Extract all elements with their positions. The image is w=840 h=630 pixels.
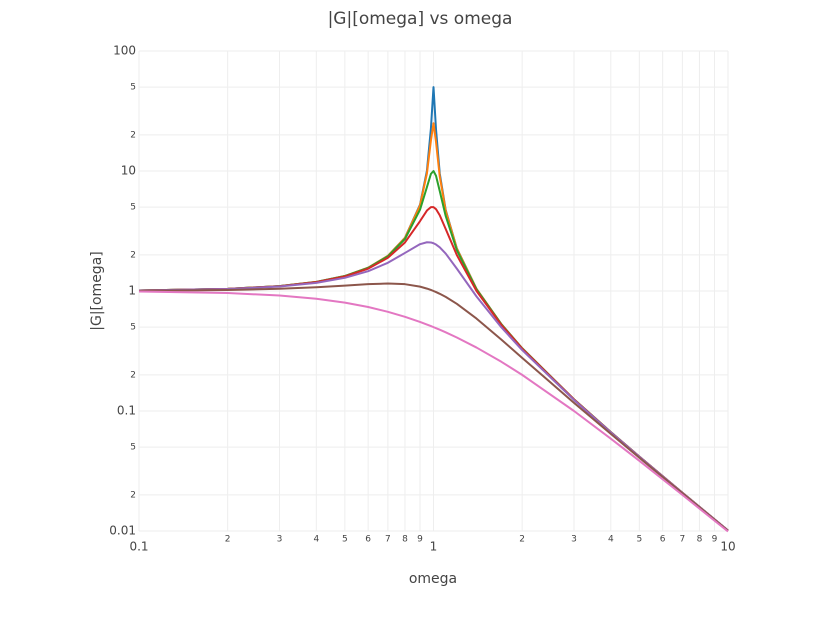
x-tick-label: 1 bbox=[430, 540, 438, 554]
y-tick-label: 2 bbox=[130, 250, 136, 260]
x-tick-label: 6 bbox=[660, 535, 666, 545]
y-tick-label: 0.1 bbox=[117, 404, 136, 418]
y-tick-label: 0.01 bbox=[109, 524, 136, 538]
y-tick-label: 2 bbox=[130, 370, 136, 380]
x-tick-label: 5 bbox=[636, 535, 642, 545]
x-tick-label: 8 bbox=[697, 535, 703, 545]
y-tick-label: 2 bbox=[130, 130, 136, 140]
x-tick-label: 9 bbox=[712, 535, 718, 545]
x-tick-label: 3 bbox=[277, 535, 283, 545]
y-tick-label: 1 bbox=[128, 284, 136, 298]
x-tick-label: 5 bbox=[342, 535, 348, 545]
x-tick-label: 9 bbox=[417, 535, 423, 545]
x-tick-label: 0.1 bbox=[129, 540, 148, 554]
y-tick-label: 100 bbox=[113, 44, 136, 58]
chart-title: |G|[omega] vs omega bbox=[328, 9, 513, 29]
y-tick-label: 5 bbox=[130, 443, 136, 453]
x-tick-label: 8 bbox=[402, 535, 408, 545]
y-tick-label: 10 bbox=[121, 164, 136, 178]
x-tick-label: 6 bbox=[365, 535, 371, 545]
x-tick-label: 4 bbox=[608, 535, 614, 545]
line-series bbox=[138, 241, 729, 532]
x-tick-label: 10 bbox=[720, 540, 735, 554]
x-tick-label: 4 bbox=[313, 535, 319, 545]
x-tick-label: 3 bbox=[571, 535, 577, 545]
y-tick-label: 5 bbox=[130, 323, 136, 333]
x-tick-label: 7 bbox=[385, 535, 391, 545]
y-tick-label: 5 bbox=[130, 203, 136, 213]
y-tick-label: 2 bbox=[130, 490, 136, 500]
y-tick-label: 5 bbox=[130, 83, 136, 93]
y-axis-label: |G|[omega] bbox=[89, 251, 105, 331]
x-tick-label: 2 bbox=[519, 535, 525, 545]
x-tick-label: 2 bbox=[225, 535, 231, 545]
line-series bbox=[138, 290, 729, 533]
x-tick-label: 7 bbox=[680, 535, 686, 545]
x-axis-label: omega bbox=[409, 571, 457, 587]
line-series bbox=[138, 282, 729, 532]
